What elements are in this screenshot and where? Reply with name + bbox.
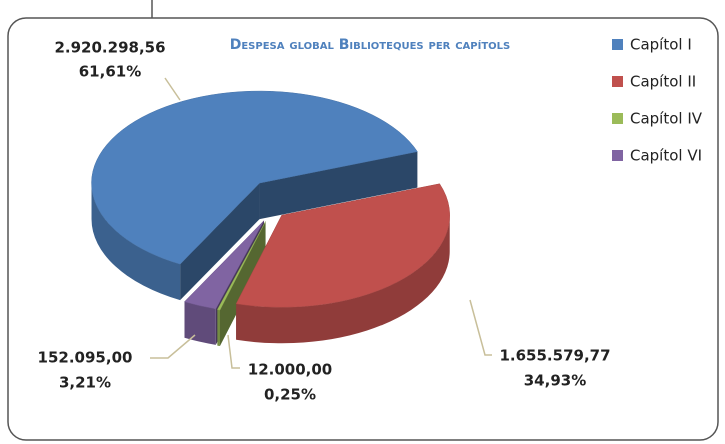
percent-label: 0,25%: [264, 386, 316, 404]
slice-wall: [180, 183, 260, 301]
legend: Capítol I Capítol II Capítol IV Capítol VI: [612, 36, 703, 165]
slice: [184, 220, 265, 310]
legend-label: Capítol VI: [630, 147, 702, 165]
leader-line: [227, 334, 240, 369]
slice-side: [91, 183, 181, 301]
legend-label: Capítol IV: [630, 110, 703, 128]
legend-swatch: [612, 39, 623, 50]
leader-line: [150, 334, 196, 359]
percent-label: 34,93%: [524, 372, 586, 390]
slice: [91, 90, 418, 265]
data-label: 2.920.298,56: [54, 39, 165, 57]
leader-line: [164, 77, 181, 101]
data-label: 12.000,00: [248, 361, 332, 379]
pie: [91, 90, 450, 347]
slice-wall: [259, 151, 418, 220]
slice-side: [217, 309, 220, 347]
data-label: 1.655.579,77: [499, 347, 610, 365]
percent-label: 61,61%: [79, 63, 141, 81]
percent-label: 3,21%: [59, 374, 111, 392]
leader-line: [469, 299, 492, 356]
legend-swatch: [612, 150, 623, 161]
chart-title: Despesa global Biblioteques per capítols: [230, 37, 511, 53]
slice: [235, 183, 450, 308]
legend-label: Capítol II: [630, 73, 696, 91]
slice-side: [184, 301, 216, 345]
slice-wall: [217, 221, 266, 346]
slice: [217, 221, 266, 311]
legend-label: Capítol I: [630, 36, 692, 54]
data-label: 152.095,00: [38, 349, 133, 367]
legend-swatch: [612, 113, 623, 124]
slice-side: [236, 215, 450, 344]
legend-swatch: [612, 76, 623, 87]
